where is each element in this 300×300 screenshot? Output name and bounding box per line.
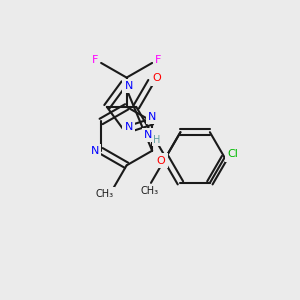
Text: Cl: Cl	[227, 149, 238, 159]
Text: N: N	[91, 146, 99, 156]
Text: CH₃: CH₃	[95, 189, 113, 199]
Text: F: F	[155, 55, 161, 65]
Text: F: F	[92, 55, 98, 65]
Text: H: H	[154, 135, 161, 145]
Text: N: N	[124, 122, 133, 132]
Text: N: N	[124, 81, 133, 91]
Text: N: N	[144, 130, 152, 140]
Text: CH₃: CH₃	[140, 186, 158, 196]
Text: N: N	[148, 112, 156, 122]
Text: O: O	[153, 74, 162, 83]
Text: O: O	[157, 156, 165, 166]
